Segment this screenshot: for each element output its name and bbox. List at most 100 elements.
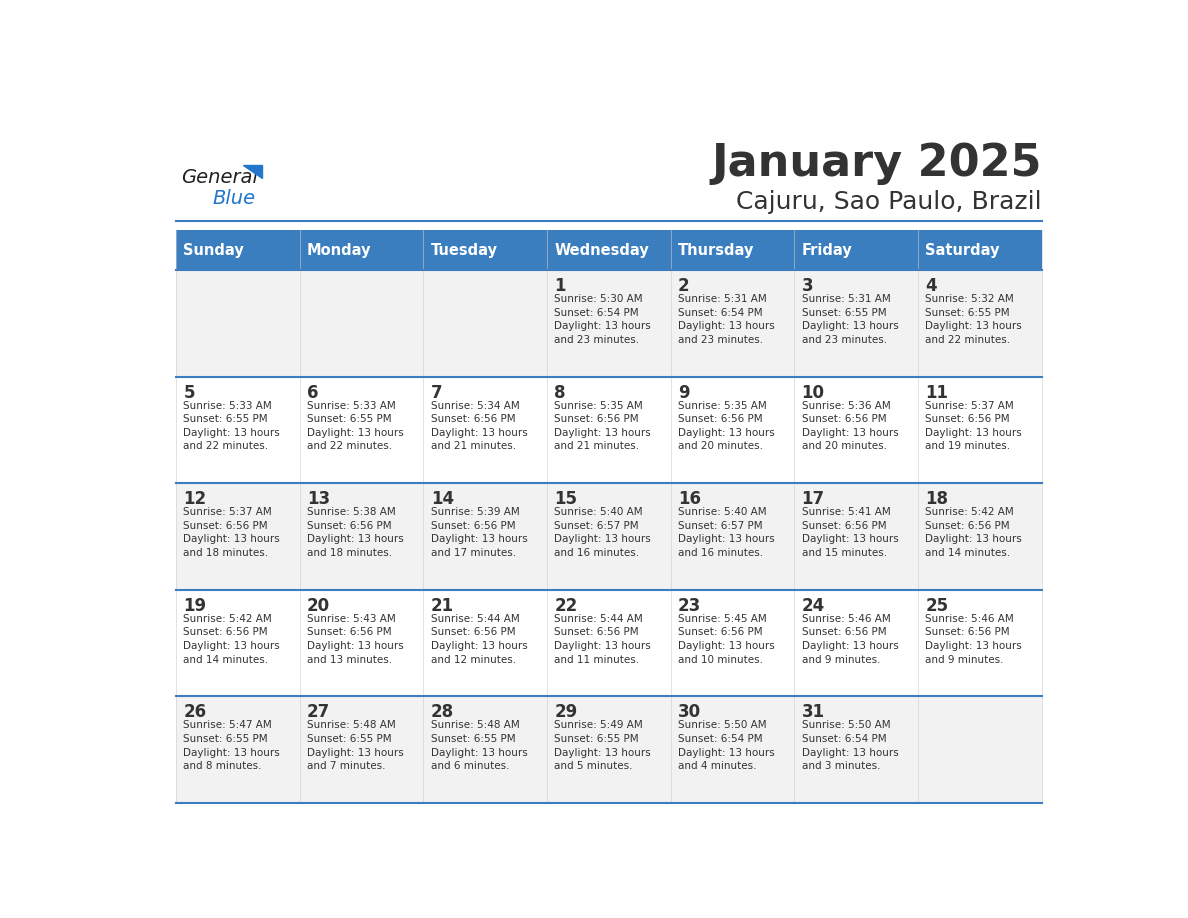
FancyBboxPatch shape <box>546 376 671 483</box>
Text: 7: 7 <box>431 384 442 401</box>
FancyBboxPatch shape <box>795 270 918 376</box>
Text: Sunrise: 5:33 AM
Sunset: 6:55 PM
Daylight: 13 hours
and 22 minutes.: Sunrise: 5:33 AM Sunset: 6:55 PM Dayligh… <box>308 400 404 452</box>
Text: Sunrise: 5:50 AM
Sunset: 6:54 PM
Daylight: 13 hours
and 4 minutes.: Sunrise: 5:50 AM Sunset: 6:54 PM Dayligh… <box>678 721 775 771</box>
FancyBboxPatch shape <box>546 483 671 589</box>
Text: Sunrise: 5:46 AM
Sunset: 6:56 PM
Daylight: 13 hours
and 9 minutes.: Sunrise: 5:46 AM Sunset: 6:56 PM Dayligh… <box>802 614 898 665</box>
FancyBboxPatch shape <box>918 230 1042 270</box>
Text: 27: 27 <box>308 703 330 722</box>
Text: January 2025: January 2025 <box>712 141 1042 185</box>
Text: 1: 1 <box>555 277 565 295</box>
Text: Sunrise: 5:44 AM
Sunset: 6:56 PM
Daylight: 13 hours
and 12 minutes.: Sunrise: 5:44 AM Sunset: 6:56 PM Dayligh… <box>431 614 527 665</box>
Text: Sunrise: 5:41 AM
Sunset: 6:56 PM
Daylight: 13 hours
and 15 minutes.: Sunrise: 5:41 AM Sunset: 6:56 PM Dayligh… <box>802 507 898 558</box>
Text: 28: 28 <box>431 703 454 722</box>
FancyBboxPatch shape <box>671 483 795 589</box>
Text: 12: 12 <box>183 490 207 509</box>
FancyBboxPatch shape <box>176 483 299 589</box>
FancyBboxPatch shape <box>671 696 795 803</box>
FancyBboxPatch shape <box>795 696 918 803</box>
Text: Sunrise: 5:42 AM
Sunset: 6:56 PM
Daylight: 13 hours
and 14 minutes.: Sunrise: 5:42 AM Sunset: 6:56 PM Dayligh… <box>925 507 1022 558</box>
Text: 10: 10 <box>802 384 824 401</box>
Text: 6: 6 <box>308 384 318 401</box>
FancyBboxPatch shape <box>671 589 795 696</box>
FancyBboxPatch shape <box>546 589 671 696</box>
Text: 14: 14 <box>431 490 454 509</box>
Text: Sunrise: 5:39 AM
Sunset: 6:56 PM
Daylight: 13 hours
and 17 minutes.: Sunrise: 5:39 AM Sunset: 6:56 PM Dayligh… <box>431 507 527 558</box>
Text: 18: 18 <box>925 490 948 509</box>
FancyBboxPatch shape <box>795 483 918 589</box>
Text: Sunrise: 5:37 AM
Sunset: 6:56 PM
Daylight: 13 hours
and 19 minutes.: Sunrise: 5:37 AM Sunset: 6:56 PM Dayligh… <box>925 400 1022 452</box>
Text: Sunrise: 5:48 AM
Sunset: 6:55 PM
Daylight: 13 hours
and 7 minutes.: Sunrise: 5:48 AM Sunset: 6:55 PM Dayligh… <box>308 721 404 771</box>
Text: 8: 8 <box>555 384 565 401</box>
Text: 16: 16 <box>678 490 701 509</box>
Text: Blue: Blue <box>213 189 257 208</box>
FancyBboxPatch shape <box>423 589 546 696</box>
Text: Sunrise: 5:36 AM
Sunset: 6:56 PM
Daylight: 13 hours
and 20 minutes.: Sunrise: 5:36 AM Sunset: 6:56 PM Dayligh… <box>802 400 898 452</box>
FancyBboxPatch shape <box>299 589 423 696</box>
FancyBboxPatch shape <box>918 589 1042 696</box>
FancyBboxPatch shape <box>176 270 299 376</box>
Text: 19: 19 <box>183 597 207 615</box>
Text: 21: 21 <box>431 597 454 615</box>
FancyBboxPatch shape <box>423 230 546 270</box>
Text: General: General <box>181 168 258 186</box>
Text: Sunrise: 5:37 AM
Sunset: 6:56 PM
Daylight: 13 hours
and 18 minutes.: Sunrise: 5:37 AM Sunset: 6:56 PM Dayligh… <box>183 507 280 558</box>
FancyBboxPatch shape <box>546 696 671 803</box>
Text: 13: 13 <box>308 490 330 509</box>
Text: Sunrise: 5:44 AM
Sunset: 6:56 PM
Daylight: 13 hours
and 11 minutes.: Sunrise: 5:44 AM Sunset: 6:56 PM Dayligh… <box>555 614 651 665</box>
Text: Sunrise: 5:35 AM
Sunset: 6:56 PM
Daylight: 13 hours
and 20 minutes.: Sunrise: 5:35 AM Sunset: 6:56 PM Dayligh… <box>678 400 775 452</box>
Text: 24: 24 <box>802 597 824 615</box>
Text: Cajuru, Sao Paulo, Brazil: Cajuru, Sao Paulo, Brazil <box>735 190 1042 214</box>
Text: 31: 31 <box>802 703 824 722</box>
Text: Sunrise: 5:38 AM
Sunset: 6:56 PM
Daylight: 13 hours
and 18 minutes.: Sunrise: 5:38 AM Sunset: 6:56 PM Dayligh… <box>308 507 404 558</box>
Text: Sunrise: 5:47 AM
Sunset: 6:55 PM
Daylight: 13 hours
and 8 minutes.: Sunrise: 5:47 AM Sunset: 6:55 PM Dayligh… <box>183 721 280 771</box>
Text: Sunrise: 5:35 AM
Sunset: 6:56 PM
Daylight: 13 hours
and 21 minutes.: Sunrise: 5:35 AM Sunset: 6:56 PM Dayligh… <box>555 400 651 452</box>
FancyBboxPatch shape <box>918 270 1042 376</box>
Text: Friday: Friday <box>802 242 853 258</box>
Text: Sunrise: 5:40 AM
Sunset: 6:57 PM
Daylight: 13 hours
and 16 minutes.: Sunrise: 5:40 AM Sunset: 6:57 PM Dayligh… <box>678 507 775 558</box>
FancyBboxPatch shape <box>176 230 299 270</box>
Text: Sunrise: 5:46 AM
Sunset: 6:56 PM
Daylight: 13 hours
and 9 minutes.: Sunrise: 5:46 AM Sunset: 6:56 PM Dayligh… <box>925 614 1022 665</box>
FancyBboxPatch shape <box>671 376 795 483</box>
FancyBboxPatch shape <box>299 270 423 376</box>
FancyBboxPatch shape <box>671 270 795 376</box>
FancyBboxPatch shape <box>423 376 546 483</box>
Text: 29: 29 <box>555 703 577 722</box>
Text: Sunrise: 5:31 AM
Sunset: 6:54 PM
Daylight: 13 hours
and 23 minutes.: Sunrise: 5:31 AM Sunset: 6:54 PM Dayligh… <box>678 294 775 345</box>
Text: 23: 23 <box>678 597 701 615</box>
FancyBboxPatch shape <box>918 376 1042 483</box>
FancyBboxPatch shape <box>546 230 671 270</box>
Text: Sunrise: 5:45 AM
Sunset: 6:56 PM
Daylight: 13 hours
and 10 minutes.: Sunrise: 5:45 AM Sunset: 6:56 PM Dayligh… <box>678 614 775 665</box>
FancyBboxPatch shape <box>918 483 1042 589</box>
FancyBboxPatch shape <box>795 376 918 483</box>
Text: 4: 4 <box>925 277 937 295</box>
FancyBboxPatch shape <box>795 230 918 270</box>
FancyBboxPatch shape <box>299 483 423 589</box>
FancyBboxPatch shape <box>423 270 546 376</box>
FancyBboxPatch shape <box>299 376 423 483</box>
Text: Sunrise: 5:48 AM
Sunset: 6:55 PM
Daylight: 13 hours
and 6 minutes.: Sunrise: 5:48 AM Sunset: 6:55 PM Dayligh… <box>431 721 527 771</box>
Polygon shape <box>244 165 261 178</box>
Text: Sunrise: 5:43 AM
Sunset: 6:56 PM
Daylight: 13 hours
and 13 minutes.: Sunrise: 5:43 AM Sunset: 6:56 PM Dayligh… <box>308 614 404 665</box>
FancyBboxPatch shape <box>176 696 299 803</box>
Text: Sunrise: 5:31 AM
Sunset: 6:55 PM
Daylight: 13 hours
and 23 minutes.: Sunrise: 5:31 AM Sunset: 6:55 PM Dayligh… <box>802 294 898 345</box>
FancyBboxPatch shape <box>176 376 299 483</box>
Text: Sunrise: 5:42 AM
Sunset: 6:56 PM
Daylight: 13 hours
and 14 minutes.: Sunrise: 5:42 AM Sunset: 6:56 PM Dayligh… <box>183 614 280 665</box>
Text: Saturday: Saturday <box>925 242 1000 258</box>
Text: Sunday: Sunday <box>183 242 245 258</box>
Text: 26: 26 <box>183 703 207 722</box>
Text: 5: 5 <box>183 384 195 401</box>
Text: Sunrise: 5:30 AM
Sunset: 6:54 PM
Daylight: 13 hours
and 23 minutes.: Sunrise: 5:30 AM Sunset: 6:54 PM Dayligh… <box>555 294 651 345</box>
Text: 15: 15 <box>555 490 577 509</box>
Text: Wednesday: Wednesday <box>555 242 649 258</box>
FancyBboxPatch shape <box>423 696 546 803</box>
FancyBboxPatch shape <box>176 589 299 696</box>
Text: Sunrise: 5:49 AM
Sunset: 6:55 PM
Daylight: 13 hours
and 5 minutes.: Sunrise: 5:49 AM Sunset: 6:55 PM Dayligh… <box>555 721 651 771</box>
FancyBboxPatch shape <box>299 230 423 270</box>
FancyBboxPatch shape <box>918 696 1042 803</box>
FancyBboxPatch shape <box>546 270 671 376</box>
Text: Monday: Monday <box>308 242 372 258</box>
Text: 25: 25 <box>925 597 948 615</box>
Text: 30: 30 <box>678 703 701 722</box>
Text: Thursday: Thursday <box>678 242 754 258</box>
FancyBboxPatch shape <box>423 483 546 589</box>
